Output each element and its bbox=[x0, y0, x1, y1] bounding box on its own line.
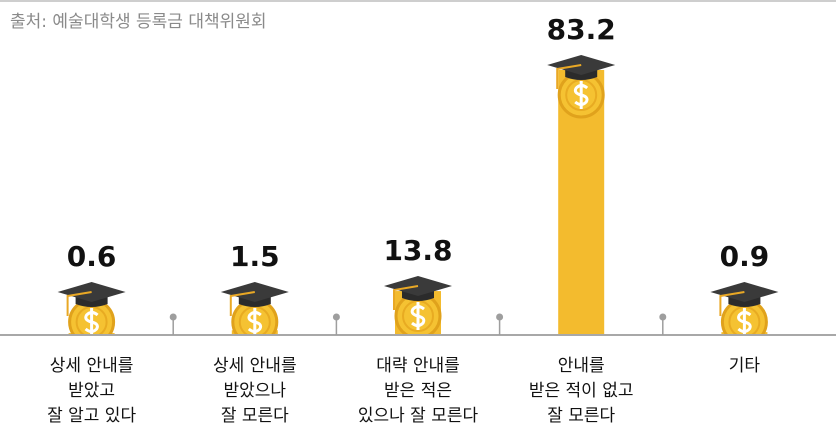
separator-dot bbox=[332, 313, 340, 321]
coin-dollar bbox=[84, 308, 99, 335]
x-tick-label: 기타 bbox=[729, 356, 761, 376]
value-label: 0.9 bbox=[720, 240, 770, 273]
coin-dollar bbox=[247, 308, 263, 335]
plot bbox=[68, 70, 768, 335]
x-tick-label-line: 있으나 잘 모른다 bbox=[358, 406, 479, 426]
x-tick-label-line: 상세 안내를 bbox=[213, 356, 297, 376]
cap-tassel bbox=[229, 291, 255, 316]
separator-dot bbox=[659, 313, 667, 321]
cap-tassel bbox=[556, 64, 582, 89]
coin-dollar bbox=[410, 302, 426, 331]
x-tick-label-line: 기타 bbox=[729, 356, 761, 376]
separator-dot bbox=[496, 313, 504, 321]
value-label: 1.5 bbox=[230, 240, 280, 273]
x-tick-label-line: 대략 안내를 bbox=[376, 356, 460, 376]
separator-dot bbox=[169, 313, 177, 321]
coin-dollar bbox=[573, 81, 589, 109]
coin-inner bbox=[238, 306, 271, 335]
x-tick-label-line: 잘 모른다 bbox=[221, 406, 289, 426]
x-tick-label-line: 받은 적은 bbox=[384, 381, 452, 401]
x-tick-label-line: 받은 적이 없고 bbox=[529, 381, 634, 401]
value-label: 83.2 bbox=[547, 13, 616, 46]
x-tick-label-line: 잘 모른다 bbox=[547, 406, 615, 426]
value-label: 0.6 bbox=[67, 240, 117, 273]
cap-tassel bbox=[66, 291, 92, 316]
cap-tassel bbox=[719, 291, 745, 316]
x-tick-label-line: 상세 안내를 bbox=[50, 356, 134, 376]
cap-tassel bbox=[393, 285, 419, 311]
x-tick-label-line: 잘 알고 있다 bbox=[47, 406, 136, 426]
coin-dollar bbox=[737, 308, 752, 335]
value-label: 13.8 bbox=[383, 234, 452, 267]
x-tick-label-line: 받았으나 bbox=[224, 381, 287, 401]
x-tick-label-line: 받았고 bbox=[68, 381, 115, 401]
x-tick-label-line: 안내를 bbox=[558, 356, 605, 376]
source: 출처: 예술대학생 등록금 대책위원회 bbox=[10, 12, 267, 32]
